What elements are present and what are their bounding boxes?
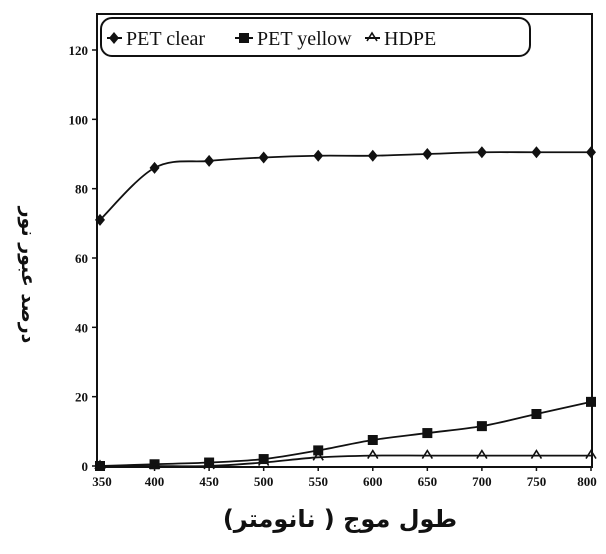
data-point: [421, 449, 434, 460]
data-point: [367, 449, 379, 460]
x-tick-label: 400: [145, 474, 165, 489]
data-point: [204, 154, 215, 167]
y-axis-ticks: 0 20 40 60 80 100 120: [69, 43, 97, 474]
x-tick-label: 550: [308, 474, 328, 489]
data-point: [148, 459, 161, 470]
y-tick-label: 40: [75, 320, 88, 335]
legend: PET clear PET yellow HDPE: [100, 17, 531, 57]
data-point: [586, 396, 596, 407]
x-tick-label: 500: [254, 474, 274, 489]
x-axis-ticks: 350 400 450 500 550 600 650 700 750 800: [92, 467, 597, 489]
data-point: [94, 459, 106, 470]
legend-label: PET clear: [126, 28, 205, 50]
series-pet-yellow: [95, 396, 596, 471]
series-line: [99, 400, 592, 467]
axes: [96, 13, 593, 468]
legend-marker: [239, 33, 249, 43]
data-point: [367, 435, 378, 445]
data-point: [422, 148, 433, 160]
x-tick-label: 700: [472, 474, 492, 489]
y-tick-label: 80: [75, 182, 88, 197]
data-point: [476, 421, 487, 432]
x-tick-label: 350: [92, 474, 112, 489]
data-point: [203, 459, 215, 470]
series-line: [100, 454, 591, 468]
data-point: [313, 149, 324, 162]
data-point: [531, 409, 542, 419]
data-point: [258, 454, 269, 465]
legend-entry: PET yellow: [235, 28, 352, 50]
data-point: [149, 161, 160, 174]
data-point: [585, 449, 597, 460]
legend-label: PET yellow: [257, 28, 352, 50]
y-axis-label: درصد عبور نور: [17, 206, 39, 344]
legend-label: HDPE: [384, 28, 436, 50]
x-tick-label: 800: [577, 474, 597, 489]
data-point: [422, 428, 433, 439]
y-tick-label: 60: [75, 251, 88, 266]
data-point: [313, 445, 324, 456]
series-layer: [94, 146, 597, 471]
x-tick-label: 750: [527, 474, 547, 489]
data-point: [531, 146, 542, 159]
x-tick-label: 600: [363, 474, 383, 489]
x-axis-label: طول موج ( نانومتر): [223, 505, 457, 533]
data-point: [476, 449, 488, 460]
data-point: [367, 149, 378, 162]
legend-entry: HDPE: [365, 28, 436, 50]
y-tick-label: 20: [75, 390, 88, 405]
x-tick-label: 450: [199, 474, 219, 489]
series-line: [99, 151, 591, 221]
data-point: [258, 151, 269, 164]
data-point: [95, 213, 105, 226]
data-point: [312, 450, 324, 461]
data-point: [586, 146, 596, 159]
data-point: [530, 449, 543, 460]
legend-marker: [109, 32, 119, 44]
series-pet-clear: [95, 146, 596, 226]
legend-entry: PET clear: [107, 28, 205, 50]
data-point: [149, 459, 160, 470]
legend-marker: [366, 31, 378, 42]
y-tick-label: 100: [69, 112, 89, 127]
data-point: [257, 456, 270, 466]
data-point: [204, 457, 215, 468]
y-tick-label: 120: [69, 43, 89, 58]
x-tick-label: 650: [418, 474, 438, 489]
plot-frame: [96, 13, 593, 468]
data-point: [476, 146, 487, 159]
series-hdpe: [94, 449, 597, 470]
legend-box: [100, 17, 531, 57]
y-tick-label: 0: [82, 459, 89, 474]
